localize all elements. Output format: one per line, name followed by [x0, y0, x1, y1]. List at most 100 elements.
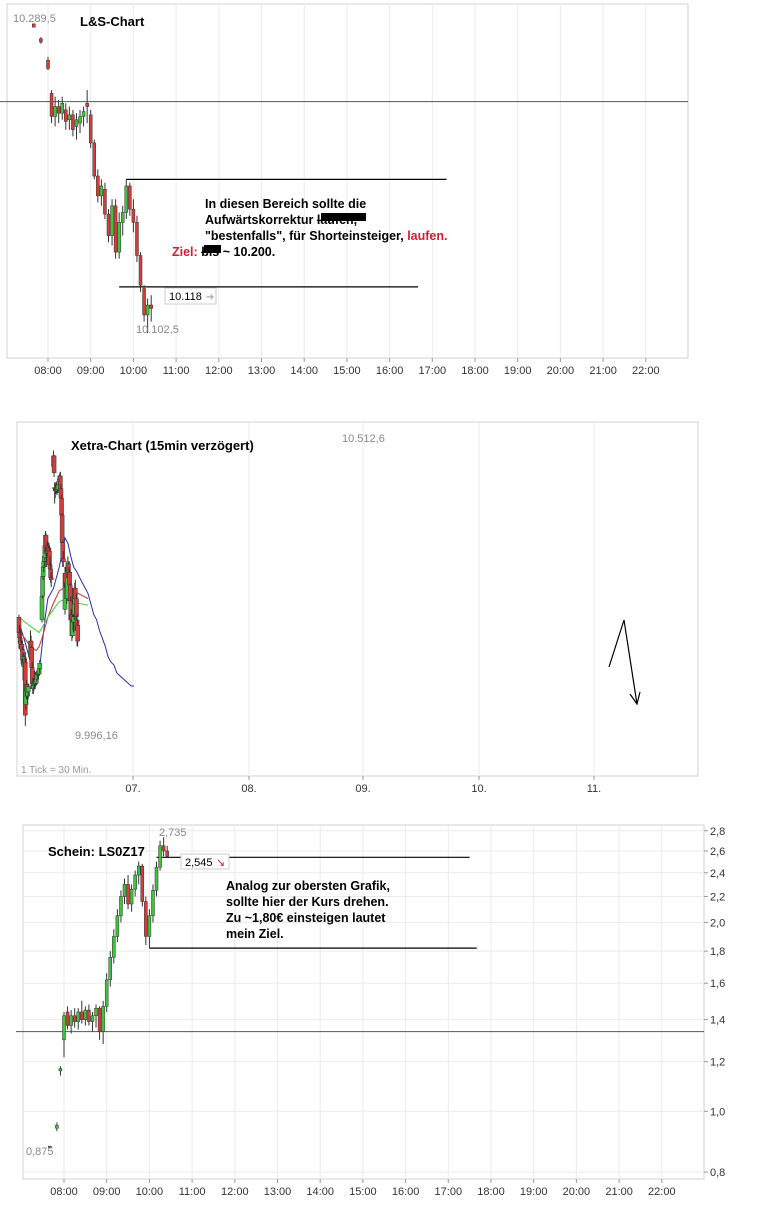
- y-tick-label: 1,0: [710, 1106, 725, 1118]
- x-tick-label: 18:00: [461, 365, 489, 377]
- candle-body: [124, 185, 129, 213]
- candle-body: [67, 114, 72, 121]
- candle-body: [136, 865, 141, 876]
- candle-body: [58, 1068, 63, 1072]
- candle-body: [67, 584, 73, 602]
- xetra-chart-title: Xetra-Chart (15min verzögert): [71, 438, 254, 453]
- candle-body: [53, 106, 57, 117]
- x-tick-label: 20:00: [547, 365, 575, 377]
- y-tick-label: 1,8: [710, 946, 725, 958]
- candle-body: [87, 1009, 91, 1022]
- schein-low-label: 0,875: [26, 1146, 54, 1158]
- schein-high-label: 2,735: [159, 827, 187, 839]
- x-tick-label: 08:00: [50, 1186, 78, 1198]
- candle-body: [112, 936, 116, 958]
- candle-body: [161, 845, 166, 852]
- candle-body: [115, 915, 120, 937]
- candle-body: [41, 561, 46, 568]
- candle-body: [97, 1007, 102, 1032]
- ls-last-price-arrow-icon: ➔: [206, 292, 214, 303]
- candle-body: [62, 1015, 66, 1041]
- xetra-chart: 10.55010.50010.45010.40010.35010.30010.2…: [16, 421, 699, 795]
- y-tick-label: 2,6: [710, 846, 725, 858]
- ls-annotation: In diesen Bereich sollte die Aufwärtskor…: [172, 197, 448, 259]
- candle-body: [147, 915, 152, 937]
- candle-body: [32, 23, 36, 28]
- ls-strike-blot-2: [204, 245, 221, 253]
- x-tick-label: 08.: [241, 783, 256, 795]
- ls-low-label: 10.102,5: [136, 324, 179, 336]
- candle-body: [128, 185, 132, 210]
- x-tick-label: 20:00: [563, 1186, 591, 1198]
- candle-body: [138, 255, 143, 286]
- candle-body: [131, 208, 136, 223]
- candle-body: [144, 901, 148, 937]
- schein-last-price-box: [180, 853, 230, 870]
- ls-plot-area: [6, 3, 689, 359]
- candle-body: [110, 205, 114, 236]
- x-tick-label: 10:00: [136, 1186, 164, 1198]
- candle-body: [25, 691, 30, 697]
- x-tick-label: 16:00: [392, 1186, 420, 1198]
- candle-body: [46, 59, 50, 69]
- candle-body: [129, 888, 134, 905]
- x-tick-label: 09:00: [77, 365, 105, 377]
- candle-body: [47, 564, 53, 570]
- candle-body: [59, 514, 65, 543]
- candle-body: [46, 547, 52, 552]
- x-tick-label: 19:00: [504, 365, 532, 377]
- candle-body: [74, 119, 79, 127]
- x-tick-label: 11.: [587, 783, 601, 795]
- candle-body: [83, 1009, 88, 1020]
- candle-body: [74, 598, 79, 617]
- candle-body: [85, 103, 89, 107]
- candle-body: [158, 845, 162, 868]
- candle-body: [34, 678, 39, 684]
- candle-body: [19, 643, 25, 650]
- x-tick-label: 15:00: [333, 365, 361, 377]
- xetra-projection-arrowhead-icon: [629, 691, 641, 706]
- candle-body: [36, 668, 42, 675]
- xetra-low-label: 9.996,16: [75, 730, 118, 742]
- ls-last-price-label: 10.118: [169, 291, 202, 303]
- ls-high-label: 10.289,5: [13, 13, 56, 25]
- y-tick-label: 2,0: [710, 917, 725, 929]
- candle-body: [40, 576, 45, 597]
- candle-body: [60, 542, 65, 559]
- candle-body: [145, 304, 150, 316]
- candle-body: [103, 189, 107, 215]
- candle-body: [49, 93, 54, 117]
- y-tick-label: 2,4: [710, 868, 725, 880]
- candle-body: [154, 866, 159, 891]
- candle-body: [29, 647, 34, 668]
- candle-body: [92, 142, 97, 177]
- schein-chart-title: Schein: LS0Z17: [48, 844, 145, 859]
- candle-body: [71, 114, 75, 130]
- candle-body: [140, 865, 145, 902]
- candle-body: [51, 455, 57, 474]
- x-tick-label: 14:00: [290, 365, 318, 377]
- candle-body: [81, 111, 86, 117]
- x-tick-label: 17:00: [435, 1186, 463, 1198]
- ls-chart: 10.30010.28010.26010.24010.22010.20010.1…: [0, 3, 689, 377]
- candle-body: [126, 884, 130, 905]
- schein-annotation-line3: Zu ~1,80€ einsteigen lautet: [226, 911, 386, 925]
- ls-annotation-line1: In diesen Bereich sollte die: [205, 197, 366, 211]
- candle-body: [108, 957, 113, 981]
- schein-annotation-line1: Analog zur obersten Grafik,: [226, 879, 390, 893]
- candle-body: [48, 568, 53, 578]
- candle-body: [80, 1011, 84, 1020]
- candle-body: [96, 175, 100, 197]
- x-tick-label: 12:00: [221, 1186, 249, 1198]
- candle-body: [119, 896, 123, 916]
- x-tick-label: 09.: [355, 783, 370, 795]
- candle-body: [88, 114, 93, 144]
- x-tick-label: 21:00: [589, 365, 617, 377]
- candle-body: [106, 213, 111, 236]
- x-tick-label: 14:00: [306, 1186, 334, 1198]
- candle-body: [25, 686, 31, 693]
- x-tick-label: 19:00: [520, 1186, 548, 1198]
- candle-body: [28, 640, 34, 648]
- x-tick-label: 10:00: [120, 365, 148, 377]
